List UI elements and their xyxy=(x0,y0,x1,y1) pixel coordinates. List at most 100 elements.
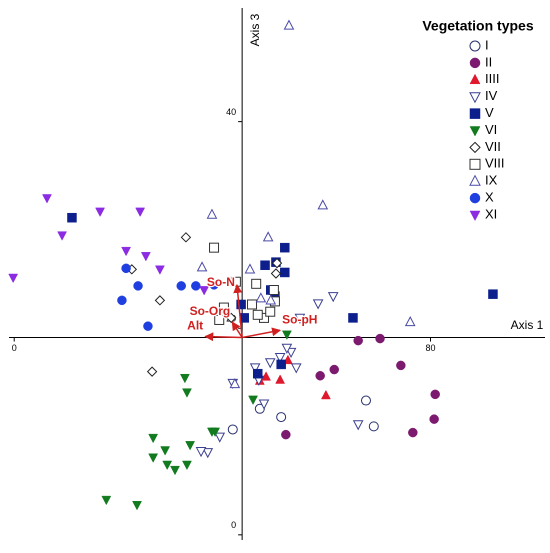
point xyxy=(368,421,379,432)
point xyxy=(179,373,190,384)
series-group xyxy=(67,212,498,379)
point xyxy=(176,281,186,291)
series-group xyxy=(126,232,283,377)
point xyxy=(244,263,256,274)
legend-marker xyxy=(469,108,481,119)
point xyxy=(275,374,286,384)
series-group xyxy=(196,19,416,389)
point xyxy=(262,231,274,242)
point xyxy=(196,261,208,272)
point xyxy=(95,207,105,217)
legend-label: I xyxy=(485,37,489,52)
point xyxy=(429,414,439,424)
series-group xyxy=(101,330,292,511)
point xyxy=(209,242,220,253)
vector-label: So-Org xyxy=(190,304,231,318)
point xyxy=(185,441,196,451)
point xyxy=(191,281,201,291)
point xyxy=(67,212,77,223)
point xyxy=(180,232,192,243)
legend-label: XI xyxy=(485,206,497,221)
point xyxy=(195,447,207,458)
point xyxy=(251,278,262,289)
point xyxy=(133,281,143,291)
point xyxy=(276,412,287,423)
point xyxy=(375,333,385,344)
legend-marker xyxy=(469,126,481,137)
point xyxy=(154,295,166,306)
point xyxy=(140,252,151,262)
legend-label: X xyxy=(485,190,494,205)
point xyxy=(396,360,406,371)
point xyxy=(294,313,306,324)
point xyxy=(348,313,358,323)
legend-label: IV xyxy=(485,88,498,103)
y-axis-label: Axis 3 xyxy=(248,13,262,46)
point xyxy=(265,294,277,305)
point xyxy=(214,314,225,325)
point xyxy=(255,292,267,303)
point xyxy=(209,280,219,290)
point xyxy=(135,207,146,217)
point xyxy=(121,246,132,257)
point xyxy=(42,194,52,204)
x-tick-label: 80 xyxy=(426,343,436,353)
point xyxy=(315,371,325,381)
point xyxy=(199,286,210,296)
point xyxy=(317,199,329,210)
legend-label: V xyxy=(485,105,494,120)
legend-marker xyxy=(469,141,481,154)
y-tick-label: 0 xyxy=(231,520,236,530)
vector-arrow xyxy=(233,283,243,338)
legend-marker xyxy=(469,92,481,104)
vector-label: So-pH xyxy=(282,312,317,326)
point xyxy=(360,395,371,406)
point xyxy=(249,363,261,374)
point xyxy=(143,321,153,331)
legend-label: VI xyxy=(485,122,497,137)
point xyxy=(225,312,237,324)
point xyxy=(283,19,295,30)
point xyxy=(408,427,418,438)
point xyxy=(247,299,258,310)
vector-label: Alt xyxy=(187,319,203,333)
point xyxy=(154,265,165,275)
point xyxy=(285,347,297,359)
y-tick-label: 40 xyxy=(226,107,236,117)
point xyxy=(276,359,286,370)
point xyxy=(160,446,171,456)
point xyxy=(101,495,112,506)
point xyxy=(117,295,127,306)
point xyxy=(182,388,192,398)
series-group xyxy=(8,194,210,296)
point xyxy=(260,260,270,270)
point xyxy=(57,231,67,241)
legend-marker xyxy=(469,40,481,52)
point xyxy=(281,330,292,340)
legend-marker xyxy=(469,158,481,170)
point xyxy=(252,309,263,320)
point xyxy=(8,273,19,284)
point xyxy=(353,335,363,346)
point xyxy=(182,460,192,471)
point xyxy=(229,377,241,389)
legend-marker xyxy=(469,174,481,186)
point xyxy=(132,501,142,511)
point xyxy=(268,285,279,296)
point xyxy=(236,299,246,310)
vector-arrow xyxy=(241,327,282,339)
point xyxy=(248,395,258,405)
point xyxy=(488,289,498,299)
point xyxy=(281,343,293,354)
point xyxy=(281,429,291,440)
point xyxy=(271,257,283,269)
legend-marker xyxy=(469,57,481,69)
point xyxy=(274,353,286,364)
point xyxy=(327,292,339,303)
point xyxy=(352,420,364,431)
legend-label: VII xyxy=(485,139,501,154)
point xyxy=(430,389,440,400)
point xyxy=(321,389,331,400)
point xyxy=(264,358,276,369)
